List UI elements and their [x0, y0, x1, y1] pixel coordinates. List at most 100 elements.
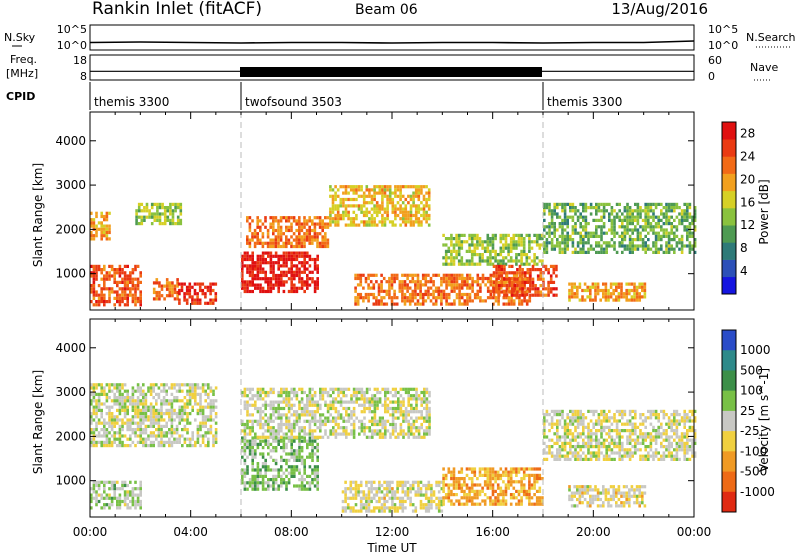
echo-cell	[367, 490, 371, 494]
echo-cell	[103, 218, 106, 222]
echo-cell	[372, 487, 376, 491]
echo-cell	[509, 243, 513, 247]
echo-cell	[458, 289, 461, 293]
echo-cell	[357, 223, 361, 227]
echo-cell	[264, 462, 267, 466]
echo-cell	[397, 410, 400, 414]
echo-cell	[295, 410, 299, 414]
echo-cell	[246, 481, 249, 485]
echo-cell	[108, 211, 111, 215]
echo-cell	[566, 247, 569, 251]
echo-cell	[134, 287, 137, 291]
echo-cell	[442, 256, 445, 260]
echo-cell	[344, 223, 348, 227]
echo-cell	[510, 290, 514, 294]
echo-cell	[298, 400, 301, 404]
echo-cell	[350, 397, 353, 401]
echo-cell	[630, 298, 634, 302]
echo-cell	[371, 394, 374, 398]
echo-cell	[442, 467, 445, 471]
echo-cell	[272, 458, 275, 462]
echo-cell	[290, 442, 293, 446]
echo-cell	[600, 250, 603, 254]
echo-cell	[183, 408, 187, 412]
echo-cell	[373, 400, 377, 404]
echo-cell	[365, 506, 368, 510]
echo-cell	[103, 496, 106, 500]
echo-cell	[634, 228, 637, 232]
echo-cell	[129, 490, 132, 494]
echo-cell	[303, 283, 306, 287]
echo-cell	[191, 396, 194, 400]
echo-cell	[391, 191, 395, 195]
echo-cell	[303, 471, 306, 475]
echo-cell	[359, 480, 363, 484]
echo-cell	[398, 283, 402, 287]
echo-cell	[254, 283, 257, 287]
echo-cell	[311, 429, 314, 433]
echo-cell	[319, 387, 322, 391]
echo-cell	[404, 499, 407, 504]
echo-cell	[370, 480, 373, 484]
echo-cell	[484, 299, 487, 303]
echo-cell	[191, 405, 194, 409]
echo-cell	[248, 225, 252, 229]
echo-cell	[259, 238, 262, 242]
echo-cell	[375, 204, 379, 208]
echo-cell	[342, 416, 345, 420]
echo-cell	[573, 292, 576, 296]
echo-cell	[161, 206, 164, 210]
echo-cell	[447, 262, 451, 266]
echo-cell	[103, 402, 106, 406]
echo-cell	[556, 212, 559, 216]
echo-cell	[476, 289, 480, 293]
echo-cell	[409, 185, 413, 189]
echo-cell	[123, 383, 127, 387]
echo-cell	[408, 292, 412, 297]
echo-cell	[404, 506, 407, 510]
echo-cell	[97, 221, 101, 225]
echo-cell	[388, 191, 392, 195]
echo-cell	[421, 276, 425, 281]
echo-cell	[139, 415, 142, 419]
echo-cell	[279, 232, 283, 236]
echo-cell	[368, 194, 371, 198]
echo-cell	[267, 468, 270, 472]
echo-cell	[92, 440, 96, 444]
echo-cell	[370, 220, 374, 224]
echo-cell	[207, 396, 210, 400]
echo-cell	[280, 474, 283, 478]
echo-cell	[370, 223, 374, 227]
echo-cell	[683, 212, 686, 216]
echo-cell	[504, 237, 508, 241]
echo-cell	[440, 289, 443, 293]
echo-cell	[259, 390, 262, 395]
echo-cell	[641, 285, 644, 289]
echo-cell	[409, 499, 412, 504]
echo-cell	[535, 237, 539, 241]
echo-cell	[381, 403, 384, 407]
echo-cell	[450, 276, 454, 281]
echo-cell	[295, 390, 299, 395]
echo-cell	[290, 270, 293, 274]
echo-cell	[256, 238, 259, 242]
echo-cell	[654, 241, 658, 245]
echo-cell	[305, 238, 309, 242]
echo-cell	[377, 289, 381, 293]
echo-cell	[568, 295, 571, 299]
echo-cell	[381, 188, 384, 192]
echo-cell	[149, 440, 153, 444]
echo-cell	[660, 209, 663, 213]
echo-cell	[662, 222, 666, 226]
echo-cell	[424, 289, 428, 293]
echo-cell	[92, 224, 96, 228]
echo-cell	[495, 280, 498, 284]
echo-cell	[626, 228, 629, 232]
echo-cell	[152, 408, 155, 412]
echo-cell	[126, 418, 129, 422]
echo-cell	[365, 503, 368, 507]
echo-cell	[173, 412, 176, 416]
echo-cell	[103, 264, 106, 268]
echo-cell	[370, 217, 374, 221]
echo-cell	[388, 220, 392, 224]
